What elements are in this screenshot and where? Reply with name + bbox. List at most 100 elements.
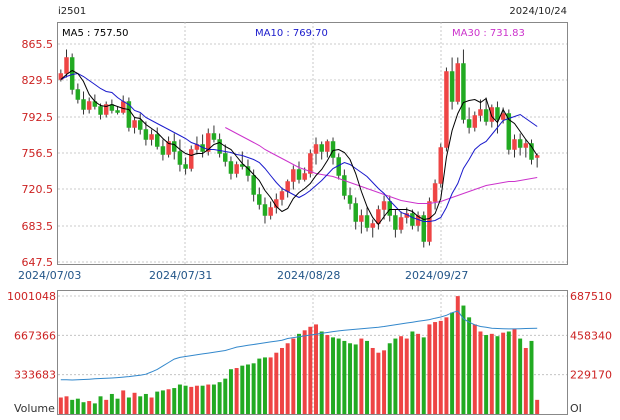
oi-tick-label: 687510 [570, 290, 612, 303]
volume-bar [87, 401, 92, 414]
volume-bar [399, 336, 404, 414]
volume-bar [70, 399, 75, 414]
candle-body [206, 133, 211, 152]
volume-bar [75, 398, 80, 414]
volume-tick-label: 333683 [14, 369, 56, 382]
price-tick-label: 647.5 [22, 256, 54, 269]
volume-tick-label: 1001048 [7, 290, 56, 303]
volume-bar [211, 384, 216, 414]
candle-body [387, 201, 392, 216]
candle-body [81, 99, 86, 110]
candle-body [257, 194, 262, 205]
oi-tick-label: 458340 [570, 329, 612, 342]
volume-bar [529, 340, 534, 414]
volume-bar [416, 333, 421, 414]
volume-bar [64, 396, 69, 414]
volume-bar [506, 331, 511, 414]
candle-body [86, 101, 92, 110]
candle-body [302, 173, 307, 180]
candle-body [103, 104, 109, 115]
volume-bar [223, 378, 228, 414]
volume-tick-label: 667366 [14, 329, 56, 342]
candle-body [126, 101, 132, 128]
volume-bar [138, 396, 143, 414]
candle-body [432, 183, 438, 202]
volume-bar [262, 357, 267, 414]
volume-bar [257, 358, 262, 414]
candle-body [444, 71, 449, 148]
candle-body [506, 113, 512, 150]
moving-average-lines [60, 69, 538, 226]
ma30-line [225, 127, 538, 204]
price-tick-label: 756.5 [22, 147, 54, 160]
volume-bar [132, 392, 137, 414]
candlestick-series [58, 49, 540, 248]
volume-bar [143, 393, 148, 414]
candle-body [478, 109, 483, 116]
candle-body [251, 175, 256, 195]
candle-body [421, 215, 426, 242]
candle-body [359, 215, 364, 222]
volume-bar [126, 397, 131, 414]
volume-bar [92, 403, 97, 414]
oi-tick-label: 229170 [570, 369, 612, 382]
volume-bar [291, 338, 296, 414]
candle-body [115, 110, 120, 113]
candle-body [132, 120, 137, 128]
volume-bar [314, 324, 318, 414]
volume-bar [268, 357, 273, 414]
candle-body [461, 63, 466, 120]
volume-bar [297, 333, 301, 414]
candle-body [183, 164, 188, 169]
ma10-label: MA10 : 769.70 [255, 28, 328, 39]
candle-body [342, 175, 347, 196]
volume-bar [302, 330, 307, 414]
candle-body [177, 151, 183, 165]
date-tick-label: 2024/08/28 [277, 269, 340, 282]
candle-body [393, 215, 398, 230]
volume-bar [348, 343, 353, 414]
volume-bar [331, 337, 336, 414]
candle-body [455, 63, 461, 102]
candle-body [98, 106, 103, 115]
candle-body [398, 217, 404, 230]
date-tick-label: 2024/07/31 [149, 269, 212, 282]
volume-bar [285, 343, 290, 414]
candle-body [495, 107, 500, 120]
volume-bar [121, 390, 126, 414]
volume-bar [444, 317, 449, 414]
volume-bar [404, 338, 409, 414]
volume-bar [240, 365, 245, 414]
candle-body [268, 207, 273, 216]
candle-body [472, 115, 478, 128]
volume-bar [81, 402, 86, 414]
volume-bar [438, 320, 443, 414]
volume-bar [228, 369, 233, 414]
volume-bar [308, 326, 313, 414]
candle-body [120, 101, 126, 113]
volume-bar [353, 344, 358, 414]
volume-bars [58, 296, 540, 414]
candle-body [279, 191, 285, 200]
volume-bar [450, 312, 455, 414]
volume-bar [274, 352, 279, 414]
volume-bar [98, 396, 103, 414]
candle-body [410, 213, 415, 226]
volume-bar [518, 338, 523, 414]
volume-bar [109, 393, 114, 414]
volume-bar [104, 399, 109, 414]
candle-body [319, 144, 324, 152]
volume-panel-frame [57, 290, 568, 415]
date-label: 2024/10/24 [509, 6, 567, 17]
volume-bar [177, 384, 182, 414]
candle-body [228, 161, 234, 174]
candle-body [211, 133, 217, 140]
volume-bar [365, 340, 370, 414]
candle-body [449, 71, 455, 102]
volume-bar [501, 332, 506, 414]
open-interest-line [60, 310, 538, 381]
candle-body [217, 139, 222, 154]
volume-bar [484, 335, 489, 414]
volume-bar [523, 347, 528, 414]
